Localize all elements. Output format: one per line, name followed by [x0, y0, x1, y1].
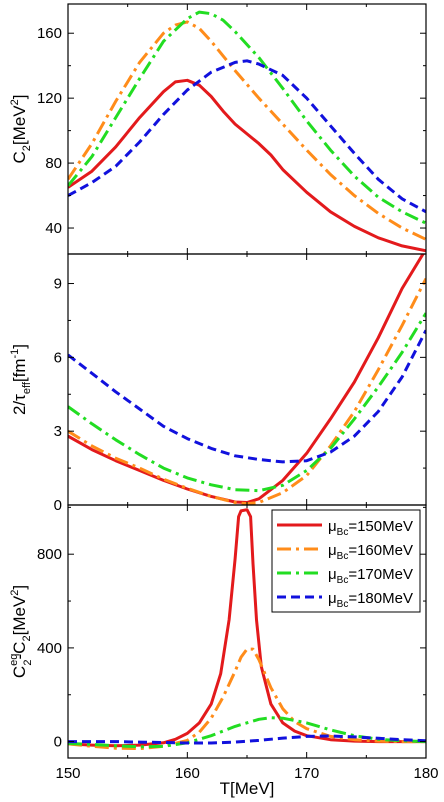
legend-label: μBc=160MeV	[328, 542, 413, 562]
y-tick-label: 160	[37, 25, 62, 42]
series-line-3	[68, 312, 426, 493]
legend-box	[271, 509, 421, 613]
series-line-2	[68, 277, 426, 505]
y-tick-label: 800	[37, 546, 62, 563]
y-axis-label: 2/τeff[fm-1]	[9, 344, 33, 415]
panel-1: 40 80 120 160 C2[MeV2]	[9, 3, 427, 255]
y-tick-label: 400	[37, 640, 62, 657]
y-axis-label: Ceq 2-C2[MeV2]	[8, 585, 34, 678]
y-tick-label: 120	[37, 90, 62, 107]
x-tick-label: 150	[55, 765, 80, 782]
series-line-2	[68, 20, 426, 241]
y-tick-label: 6	[54, 349, 62, 366]
series-line-1	[68, 254, 425, 504]
series-line-3	[68, 10, 426, 225]
panel-2: 0 3 6 9 2/τeff[fm-1]	[9, 253, 427, 514]
x-axis-label: T[MeV]	[220, 779, 275, 798]
legend: μBc=150MeV μBc=160MeV μBc=170MeV μBc=180MeV	[271, 509, 421, 613]
y-axis-label: C2[MeV2]	[9, 95, 33, 164]
series-line-4	[68, 329, 426, 464]
plot-frame	[67, 3, 427, 255]
series-line-4	[68, 59, 426, 214]
y-tick-label: 0	[54, 734, 62, 751]
series-line-2	[68, 647, 426, 751]
x-tick-label: 170	[294, 765, 319, 782]
series-line-1	[68, 78, 426, 253]
y-tick-label: 3	[54, 423, 62, 440]
panel-3: 0 400 800 Ceq 2-C2[MeV2] 150 160 170 180 T[MeV] μB…	[8, 504, 439, 798]
y-tick-label: 40	[45, 220, 62, 237]
y-tick-label: 80	[45, 155, 62, 172]
x-tick-label: 180	[413, 765, 438, 782]
series-line-4	[68, 734, 426, 745]
legend-label: μBc=180MeV	[328, 590, 413, 610]
legend-label: μBc=150MeV	[328, 518, 413, 538]
series-line-1	[68, 508, 426, 748]
legend-label: μBc=170MeV	[328, 566, 413, 586]
y-tick-label: 9	[54, 276, 62, 293]
x-tick-label: 160	[175, 765, 200, 782]
y-tick-label: 0	[54, 497, 62, 514]
